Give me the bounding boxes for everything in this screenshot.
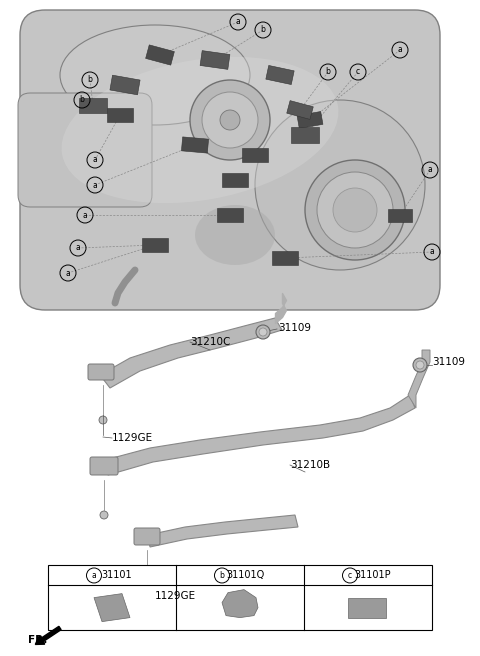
Text: 31109: 31109 — [278, 323, 311, 333]
Text: b: b — [325, 68, 330, 77]
Ellipse shape — [195, 205, 275, 265]
Polygon shape — [222, 590, 258, 617]
FancyArrow shape — [36, 626, 61, 644]
Bar — [107, 108, 133, 122]
Text: 31101: 31101 — [102, 571, 132, 581]
Bar — [222, 173, 248, 187]
Bar — [297, 112, 323, 129]
Circle shape — [143, 576, 151, 584]
Circle shape — [256, 325, 270, 339]
FancyBboxPatch shape — [90, 457, 118, 475]
Polygon shape — [94, 594, 130, 622]
Text: FR.: FR. — [28, 635, 48, 645]
Text: 1129GE: 1129GE — [112, 433, 153, 443]
Bar — [200, 51, 230, 70]
FancyBboxPatch shape — [20, 10, 440, 310]
Bar — [217, 208, 243, 222]
Text: a: a — [76, 243, 80, 253]
Ellipse shape — [61, 57, 338, 203]
Polygon shape — [408, 350, 430, 408]
Text: a: a — [92, 571, 96, 580]
Text: 31210C: 31210C — [190, 337, 230, 347]
Bar — [142, 238, 168, 252]
Bar — [145, 45, 174, 65]
Circle shape — [317, 172, 393, 248]
Text: a: a — [93, 180, 97, 190]
Bar — [110, 75, 140, 95]
FancyBboxPatch shape — [88, 364, 114, 380]
Bar — [79, 98, 107, 112]
Circle shape — [100, 511, 108, 519]
Text: a: a — [93, 155, 97, 165]
Text: c: c — [348, 571, 352, 580]
Text: b: b — [80, 96, 84, 104]
Circle shape — [413, 358, 427, 372]
Bar — [388, 209, 412, 222]
Text: a: a — [66, 268, 71, 277]
Polygon shape — [148, 515, 298, 547]
Text: a: a — [397, 45, 402, 54]
Circle shape — [99, 416, 107, 424]
Polygon shape — [100, 318, 282, 388]
Bar — [242, 148, 268, 162]
Ellipse shape — [60, 25, 250, 125]
Bar — [287, 100, 313, 119]
Text: a: a — [236, 18, 240, 26]
Bar — [181, 137, 209, 153]
Text: b: b — [219, 571, 225, 580]
Polygon shape — [348, 598, 386, 617]
Text: 31210B: 31210B — [290, 460, 330, 470]
Text: a: a — [430, 247, 434, 256]
Circle shape — [333, 188, 377, 232]
FancyBboxPatch shape — [18, 93, 152, 207]
Text: a: a — [83, 211, 87, 220]
Circle shape — [202, 92, 258, 148]
Bar — [48, 565, 432, 630]
Text: 31101P: 31101P — [355, 571, 391, 581]
Bar — [291, 127, 319, 143]
FancyBboxPatch shape — [134, 528, 160, 545]
Circle shape — [416, 361, 424, 369]
Bar — [266, 66, 294, 85]
Polygon shape — [105, 395, 415, 475]
Text: c: c — [356, 68, 360, 77]
Text: a: a — [428, 165, 432, 174]
Bar — [272, 251, 298, 265]
Text: 1129GE: 1129GE — [155, 591, 196, 601]
Circle shape — [220, 110, 240, 130]
Ellipse shape — [255, 100, 425, 270]
Text: b: b — [87, 75, 93, 85]
Circle shape — [190, 80, 270, 160]
Circle shape — [305, 160, 405, 260]
Text: 31109: 31109 — [432, 357, 465, 367]
Text: 31101Q: 31101Q — [226, 571, 264, 581]
Text: b: b — [261, 26, 265, 35]
Circle shape — [259, 328, 267, 336]
